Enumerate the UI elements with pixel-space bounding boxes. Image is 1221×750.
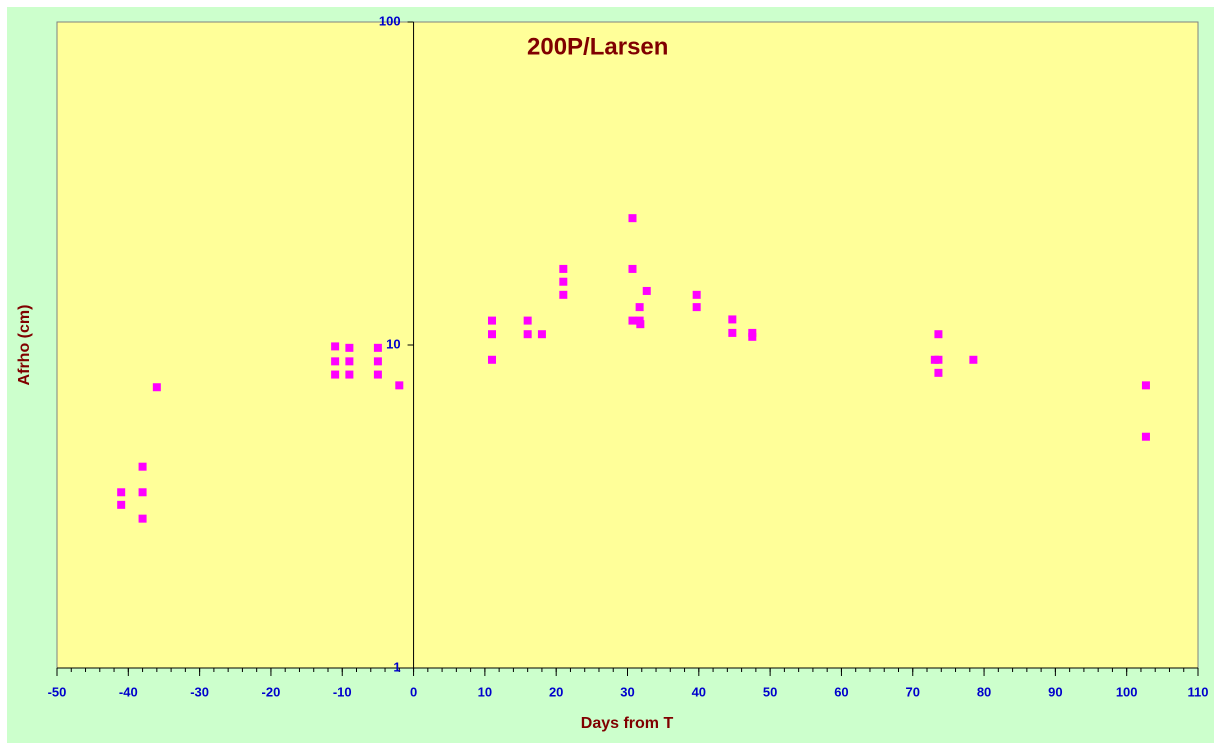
x-axis-label: Days from T <box>581 715 674 732</box>
data-point <box>1141 432 1150 441</box>
data-point <box>642 286 651 295</box>
x-tick-label: -40 <box>119 684 138 699</box>
data-point <box>523 330 532 339</box>
data-point <box>488 330 497 339</box>
data-point <box>488 316 497 325</box>
data-point <box>559 277 568 286</box>
x-tick-label: 70 <box>906 684 920 699</box>
x-tick-label: 50 <box>763 684 777 699</box>
x-tick-label: -50 <box>48 684 67 699</box>
data-point <box>934 355 943 364</box>
data-point <box>395 381 404 390</box>
y-tick-label: 1 <box>393 659 400 674</box>
data-point <box>345 370 354 379</box>
data-point <box>628 214 637 223</box>
data-point <box>138 462 147 471</box>
data-point <box>728 315 737 324</box>
data-point <box>692 303 701 312</box>
chart-title: 200P/Larsen <box>527 33 668 60</box>
data-point <box>117 500 126 509</box>
data-point <box>628 316 637 325</box>
data-point <box>1141 381 1150 390</box>
data-point <box>537 330 546 339</box>
data-point <box>628 264 637 273</box>
data-point <box>152 383 161 392</box>
data-point <box>331 357 340 366</box>
x-tick-label: 110 <box>1188 684 1209 699</box>
data-point <box>523 316 532 325</box>
plot-area <box>56 21 1199 669</box>
data-point <box>636 320 645 329</box>
data-point <box>559 264 568 273</box>
y-tick-label: 10 <box>386 336 400 351</box>
data-point <box>728 328 737 337</box>
x-tick-label: 100 <box>1116 684 1138 699</box>
data-point <box>934 330 943 339</box>
data-point <box>635 303 644 312</box>
data-point <box>345 343 354 352</box>
data-point <box>692 290 701 299</box>
data-point <box>331 370 340 379</box>
data-point <box>748 332 757 341</box>
data-point <box>117 488 126 497</box>
data-point <box>345 357 354 366</box>
x-tick-label: 20 <box>549 684 563 699</box>
x-tick-label: 40 <box>692 684 706 699</box>
x-tick-label: -20 <box>262 684 281 699</box>
x-tick-label: 90 <box>1048 684 1062 699</box>
y-tick-label: 100 <box>379 13 401 28</box>
y-axis-label: Afrho (cm) <box>16 305 33 386</box>
x-tick-label: 30 <box>620 684 634 699</box>
x-tick-label: 80 <box>977 684 991 699</box>
x-tick-label: -30 <box>190 684 209 699</box>
data-point <box>934 368 943 377</box>
data-point <box>559 290 568 299</box>
x-tick-label: 60 <box>834 684 848 699</box>
x-tick-label: 10 <box>478 684 492 699</box>
data-point <box>488 355 497 364</box>
data-point <box>331 342 340 351</box>
x-tick-label: -10 <box>333 684 352 699</box>
data-point <box>373 370 382 379</box>
data-point <box>138 514 147 523</box>
data-point <box>373 357 382 366</box>
data-point <box>373 343 382 352</box>
data-point <box>138 488 147 497</box>
x-tick-label: 0 <box>410 684 417 699</box>
data-point <box>969 355 978 364</box>
